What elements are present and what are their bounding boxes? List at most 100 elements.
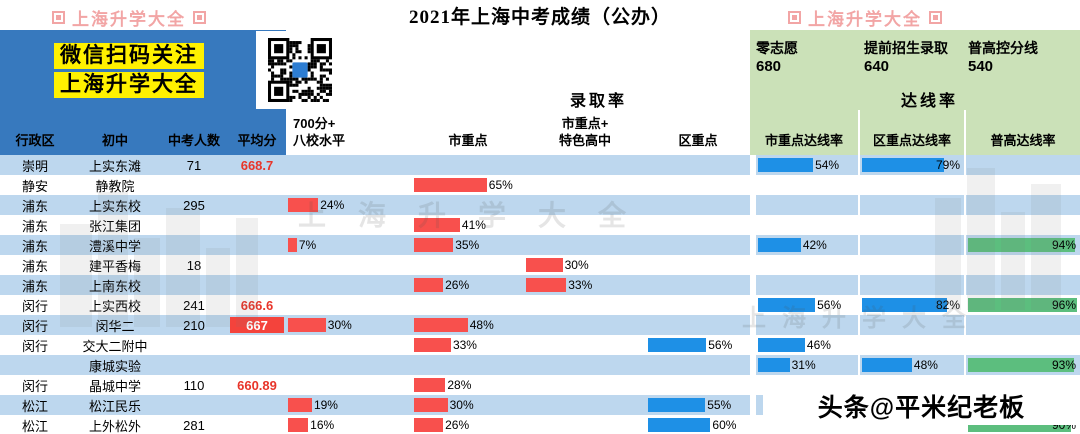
red-data-bar bbox=[526, 278, 567, 292]
avg-score-cell: 668.7 bbox=[240, 157, 274, 173]
section-admission-rate: 录取率 bbox=[570, 93, 628, 110]
bar-cell-qu_dx bbox=[858, 315, 964, 335]
avg-score-cell bbox=[228, 235, 286, 255]
school-cell: 上南东校 bbox=[88, 278, 141, 294]
red-data-bar bbox=[414, 218, 460, 232]
bar-value-label: 42% bbox=[802, 238, 827, 252]
bar-value-label: 19% bbox=[313, 398, 338, 412]
avg-score-cell bbox=[228, 195, 286, 215]
district-cell: 闵行 bbox=[21, 378, 48, 394]
bar-cell-shi: 28% bbox=[412, 375, 524, 395]
bar-cell-shi: 65% bbox=[412, 175, 524, 195]
bar-value-label: 79% bbox=[935, 158, 960, 172]
cutline-general-high: 普高控分线 540 bbox=[968, 39, 1038, 77]
bar-cell-shi bbox=[412, 355, 524, 375]
bar-cell-qu: 56% bbox=[646, 335, 750, 355]
avg-score-cell: 667 bbox=[228, 315, 286, 335]
exam-count-cell bbox=[160, 235, 228, 255]
bar-cell-pugao: 96% bbox=[964, 295, 1080, 315]
watermark-qr-icon bbox=[193, 11, 206, 24]
cutline-label: 零志愿 bbox=[756, 40, 798, 56]
cutline-value: 680 bbox=[756, 58, 782, 76]
top-watermark-right: 上海升学大全 bbox=[788, 5, 942, 30]
bar-cell-qu: 60% bbox=[646, 415, 750, 434]
bar-value-label: 65% bbox=[488, 178, 513, 192]
exam-count-cell bbox=[160, 215, 228, 235]
avg-score-cell bbox=[228, 215, 286, 235]
exam-count-cell bbox=[160, 395, 228, 415]
exam-count-cell bbox=[160, 335, 228, 355]
promo-line1: 微信扫码关注 bbox=[54, 42, 204, 69]
district-cell: 浦东 bbox=[21, 238, 48, 254]
school-cell: 上实东滩 bbox=[88, 158, 141, 174]
bar-cell-shi bbox=[412, 295, 524, 315]
blue-data-bar bbox=[758, 158, 814, 172]
cutline-label: 提前招生录取 bbox=[864, 40, 948, 56]
school-cell: 上实东校 bbox=[88, 198, 141, 214]
red-data-bar bbox=[414, 278, 444, 292]
bar-cell-b700 bbox=[286, 375, 412, 395]
avg-score-cell bbox=[228, 355, 286, 375]
bar-value-label: 82% bbox=[935, 298, 960, 312]
cutline-early-admission: 提前招生录取 640 bbox=[864, 39, 948, 77]
bar-cell-tese bbox=[524, 175, 646, 195]
top-watermark-left: 上海升学大全 bbox=[52, 5, 206, 30]
byline-watermark: 头条@平米纪老板 bbox=[763, 387, 1080, 425]
bar-cell-qu_dx: 82% bbox=[858, 295, 964, 315]
exam-count-cell: 241 bbox=[183, 297, 205, 313]
bar-value-label: 55% bbox=[707, 398, 732, 412]
page-title: 2021年上海中考成绩（公办） bbox=[408, 6, 671, 28]
column-header-b700: 700分+ 八校水平 bbox=[293, 115, 346, 149]
bar-cell-tese bbox=[524, 155, 646, 175]
bar-cell-shi_dx bbox=[750, 415, 858, 434]
bar-value-label: 46% bbox=[806, 338, 831, 352]
red-data-bar bbox=[414, 418, 444, 432]
bar-cell-shi: 26% bbox=[412, 275, 524, 295]
school-cell: 上外松外 bbox=[88, 418, 141, 434]
bar-cell-qu_dx bbox=[858, 255, 964, 275]
blue-data-bar bbox=[862, 158, 945, 172]
bar-cell-tese bbox=[524, 395, 646, 415]
column-header-row: 行政区 初中 中考人数 平均分 700分+ 八校水平 市重点 市重点+ 特色高中 区重点 市重点达线… bbox=[0, 110, 1080, 155]
bar-cell-shi: 41% bbox=[412, 215, 524, 235]
bar-value-label: 28% bbox=[447, 378, 472, 392]
column-header-count: 中考人数 bbox=[167, 133, 220, 149]
column-header-qu_dx: 区重点达线率 bbox=[858, 110, 964, 155]
school-cell: 建平香梅 bbox=[88, 258, 141, 274]
bar-value-label: 96% bbox=[1051, 298, 1076, 312]
bar-cell-qu bbox=[646, 295, 750, 315]
bar-cell-b700: 19% bbox=[286, 395, 412, 415]
bar-value-label: 93% bbox=[1051, 358, 1076, 372]
bar-cell-shi_dx bbox=[750, 395, 858, 415]
district-cell: 松江 bbox=[21, 398, 48, 414]
bar-value-label: 30% bbox=[327, 318, 352, 332]
bar-cell-shi_dx: 46% bbox=[750, 335, 858, 355]
bar-cell-b700 bbox=[286, 215, 412, 235]
bar-cell-pugao bbox=[964, 315, 1080, 335]
exam-count-cell bbox=[160, 175, 228, 195]
bar-cell-b700 bbox=[286, 175, 412, 195]
exam-count-cell: 210 bbox=[183, 317, 205, 333]
bar-cell-pugao bbox=[964, 335, 1080, 355]
watermark-text: 上海升学大全 bbox=[808, 10, 922, 29]
red-data-bar bbox=[288, 398, 312, 412]
watermark-qr-icon bbox=[788, 11, 801, 24]
bar-cell-qu bbox=[646, 215, 750, 235]
column-header-shi_dx: 市重点达线率 bbox=[764, 133, 843, 149]
red-data-bar bbox=[288, 318, 326, 332]
bar-cell-shi_dx bbox=[750, 275, 858, 295]
table-row: 崇明 上实东滩 71 668.7 54% 79% bbox=[0, 155, 1080, 175]
bar-value-label: 33% bbox=[452, 338, 477, 352]
school-cell: 上实西校 bbox=[88, 298, 141, 314]
blue-data-bar bbox=[648, 398, 706, 412]
bar-cell-b700 bbox=[286, 355, 412, 375]
bar-cell-shi: 48% bbox=[412, 315, 524, 335]
bar-cell-tese bbox=[524, 235, 646, 255]
district-cell: 浦东 bbox=[21, 258, 48, 274]
table-body: 崇明 上实东滩 71 668.7 54% 79% 静安 静教院 65% 浦东 上实东校 295 24% 浦… bbox=[0, 155, 1080, 434]
bar-cell-qu_dx bbox=[858, 235, 964, 255]
table-row: 闵行 闵华二 210 667 30% 48% bbox=[0, 315, 1080, 335]
bar-cell-pugao bbox=[964, 255, 1080, 275]
blue-data-bar bbox=[758, 238, 801, 252]
